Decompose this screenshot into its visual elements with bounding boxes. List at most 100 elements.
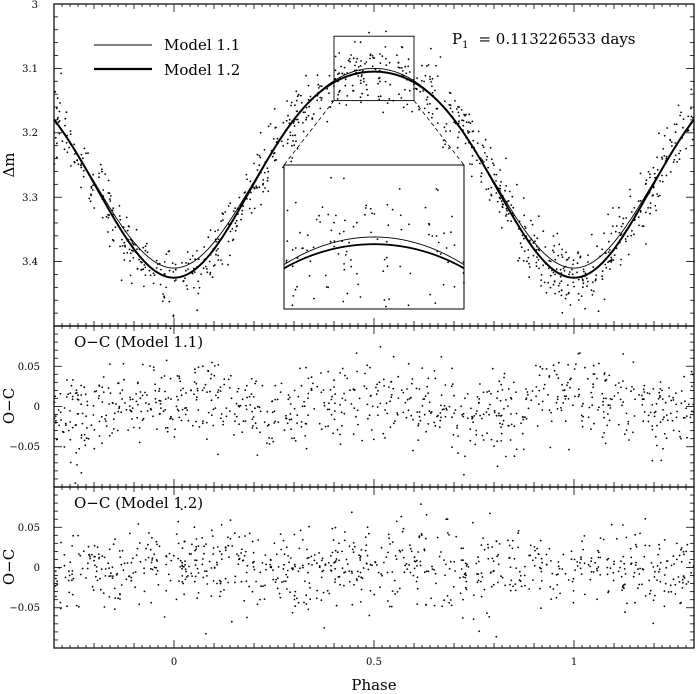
residual-point <box>462 415 465 418</box>
data-point <box>470 175 473 178</box>
residual-point <box>164 409 167 411</box>
residual-point <box>609 567 612 569</box>
residual-point <box>509 566 512 568</box>
residual-point <box>472 521 474 524</box>
data-point <box>680 111 682 114</box>
data-point <box>194 258 197 261</box>
residual-point <box>367 568 370 571</box>
residual-point <box>649 411 652 414</box>
residual-point <box>170 398 172 400</box>
data-point <box>489 146 492 149</box>
residual-point <box>190 553 193 555</box>
data-point <box>204 265 207 268</box>
data-point <box>290 160 293 163</box>
data-point <box>345 104 348 106</box>
data-point <box>448 104 451 106</box>
residual-point <box>210 414 213 417</box>
data-point <box>679 114 681 117</box>
residual-point <box>658 570 660 573</box>
residual-point <box>254 422 257 425</box>
residual-point <box>680 548 682 551</box>
data-point <box>58 110 61 113</box>
residual-point <box>294 605 297 608</box>
residual-point <box>74 482 77 484</box>
residual-point <box>210 529 213 532</box>
residual-point <box>567 363 569 366</box>
residual-point <box>451 367 454 370</box>
residual-point <box>664 401 667 404</box>
residual-point <box>674 583 677 586</box>
residual-point <box>463 473 465 476</box>
residual-point <box>227 378 230 381</box>
residual-point <box>402 411 405 414</box>
residual-point <box>210 399 213 402</box>
residual-point <box>79 554 82 557</box>
residual-point <box>66 379 68 381</box>
data-point <box>208 260 211 263</box>
data-point <box>198 286 201 289</box>
residual-point <box>665 566 668 569</box>
data-point <box>504 215 507 217</box>
residual-point <box>365 544 368 547</box>
residual-point <box>184 563 187 566</box>
residual-point <box>350 511 353 514</box>
residual-point <box>425 513 428 516</box>
data-point <box>338 102 341 105</box>
residual-point <box>380 546 383 549</box>
residual-point <box>512 585 514 588</box>
residual-point <box>604 442 607 445</box>
data-point <box>155 259 158 262</box>
residual-point <box>621 404 623 407</box>
data-point <box>572 259 575 262</box>
data-point <box>334 69 337 72</box>
residual-point <box>310 376 313 379</box>
residual-point <box>403 571 406 574</box>
data-point <box>484 152 486 154</box>
residual-point <box>240 580 243 583</box>
data-point <box>82 169 85 172</box>
data-point <box>566 258 569 261</box>
residual-point <box>111 577 114 579</box>
data-point <box>622 217 625 220</box>
data-point <box>400 97 403 99</box>
residual-point <box>469 439 472 442</box>
data-point <box>305 118 307 121</box>
data-point <box>359 82 362 84</box>
residual-point <box>142 417 145 420</box>
residual-point <box>149 407 152 410</box>
residual-point <box>465 574 467 577</box>
data-point <box>54 136 57 139</box>
residual-point <box>481 417 483 420</box>
residual-point <box>326 408 329 411</box>
residual-point <box>522 418 525 421</box>
residual-point <box>545 563 548 566</box>
data-point <box>142 246 145 249</box>
residual-point <box>581 425 584 428</box>
residual-point <box>155 566 158 569</box>
residual-point <box>487 557 490 560</box>
data-point <box>445 130 447 133</box>
residual-point <box>357 423 359 426</box>
residual-point <box>282 539 285 542</box>
data-point <box>423 80 425 83</box>
residual-point <box>448 534 450 536</box>
data-point <box>500 200 503 203</box>
residual-point <box>683 375 686 378</box>
residual-point <box>602 400 604 403</box>
residual-point <box>391 541 394 544</box>
residual-point <box>604 379 606 382</box>
residual-point <box>597 549 599 552</box>
residual-point <box>355 578 358 580</box>
data-point <box>263 171 266 174</box>
data-point <box>629 195 632 198</box>
data-point <box>165 286 168 289</box>
data-point <box>605 266 608 269</box>
residual-point <box>428 401 431 404</box>
residual-point <box>356 370 358 373</box>
residual-point <box>680 560 683 563</box>
data-point <box>234 207 237 210</box>
residual-point <box>549 586 552 588</box>
residual-point <box>234 420 236 423</box>
data-point <box>124 245 126 248</box>
residual-point <box>659 561 662 564</box>
